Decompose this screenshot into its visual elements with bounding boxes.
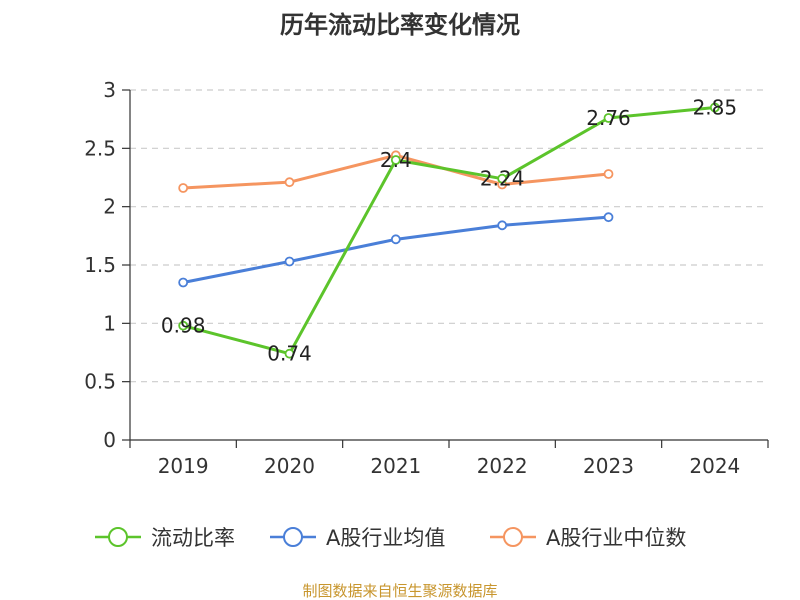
series-point-1 — [603, 212, 614, 223]
x-tick-label: 2023 — [583, 454, 634, 478]
legend-swatch-marker — [283, 527, 303, 547]
y-tick-label: 0.5 — [84, 370, 116, 394]
source-note: 制图数据来自恒生聚源数据库 — [302, 582, 497, 600]
series-point-2 — [178, 183, 189, 193]
y-tick-label: 2 — [103, 195, 116, 219]
grid — [130, 89, 768, 383]
data-label: 2.24 — [480, 167, 525, 191]
series-point-0 — [497, 173, 508, 184]
y-tick-label: 1 — [103, 311, 116, 335]
data-labels: 0.98 0.74 2.4 2.24 2.76 2.85 — [161, 96, 737, 366]
x-tick-label: 2019 — [158, 454, 209, 478]
data-label: 2.76 — [586, 106, 631, 130]
series-point-0 — [178, 320, 189, 331]
series-point-2 — [284, 177, 295, 188]
series-line-1 — [182, 215, 609, 284]
series-point-0 — [284, 348, 295, 359]
x-tick-label: 2020 — [264, 454, 315, 478]
x-tick-label: 2022 — [477, 454, 528, 478]
series-point-2 — [603, 169, 614, 179]
legend: 流动比率 A股行业均值 A股行业中位数 — [95, 526, 686, 550]
chart-title: 历年流动比率变化情况 — [280, 11, 520, 39]
legend-label: A股行业均值 — [326, 526, 445, 550]
series-point-0 — [603, 113, 614, 123]
legend-label: A股行业中位数 — [546, 526, 686, 550]
y-tick-label: 0 — [103, 428, 116, 452]
legend-swatch-marker — [108, 527, 128, 547]
data-label: 0.74 — [267, 342, 312, 366]
series-point-1 — [497, 220, 508, 231]
y-tick-label: 3 — [103, 78, 116, 102]
legend-label: 流动比率 — [151, 526, 235, 550]
series-point-0 — [709, 102, 720, 113]
data-label: 2.4 — [380, 148, 412, 172]
x-tick-label: 2021 — [370, 454, 421, 478]
legend-swatch-marker — [503, 527, 523, 547]
series-point-0 — [390, 155, 401, 165]
x-tick-label: 2024 — [689, 454, 740, 478]
series-point-1 — [390, 234, 401, 245]
axes: 0 0.5 1 1.5 2 2.5 3 2019 2020 2021 2022 2023 2024 — [84, 78, 769, 478]
y-tick-label: 1.5 — [84, 253, 116, 277]
y-tick-label: 2.5 — [84, 136, 116, 160]
series-point-1 — [284, 256, 295, 267]
data-label: 2.85 — [693, 96, 738, 120]
series-point-1 — [178, 277, 189, 288]
series — [178, 102, 720, 359]
data-label: 0.98 — [161, 314, 206, 338]
series-line-0 — [182, 106, 715, 356]
